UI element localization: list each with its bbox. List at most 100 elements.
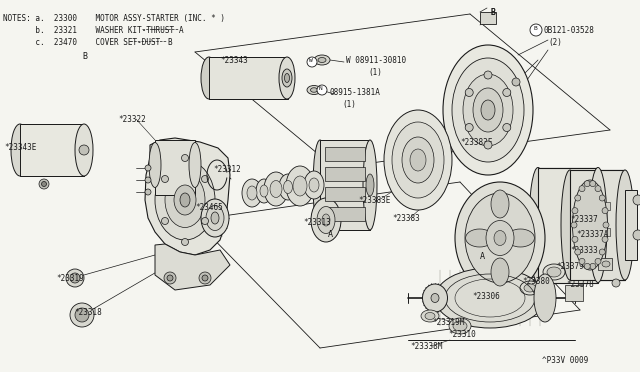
- Ellipse shape: [431, 294, 439, 302]
- Bar: [598, 258, 612, 270]
- Ellipse shape: [410, 149, 426, 171]
- Text: *23379: *23379: [556, 262, 584, 271]
- Text: *23337A: *23337A: [576, 230, 609, 239]
- Ellipse shape: [201, 57, 217, 99]
- Ellipse shape: [455, 182, 545, 294]
- Ellipse shape: [547, 267, 561, 277]
- Bar: [625, 190, 637, 260]
- Text: *23319M: *23319M: [432, 318, 465, 327]
- Bar: [480, 12, 496, 24]
- Text: (2): (2): [548, 38, 562, 47]
- Text: *23380: *23380: [522, 277, 550, 286]
- Bar: [20, 124, 84, 176]
- Text: *23383E: *23383E: [358, 196, 390, 205]
- Circle shape: [145, 177, 151, 183]
- Text: c.  23470    COVER SET-DUST: c. 23470 COVER SET-DUST: [3, 38, 160, 47]
- Ellipse shape: [270, 180, 282, 198]
- Circle shape: [530, 24, 542, 36]
- Ellipse shape: [307, 86, 321, 94]
- Text: *23313: *23313: [303, 218, 331, 227]
- Circle shape: [602, 208, 608, 214]
- Text: B: B: [167, 38, 172, 47]
- Text: *23333: *23333: [570, 246, 598, 255]
- Circle shape: [575, 195, 580, 201]
- Text: A: A: [480, 252, 485, 261]
- Text: *23338M: *23338M: [410, 342, 442, 351]
- Text: 0B121-03528: 0B121-03528: [544, 26, 595, 35]
- Text: *23383: *23383: [392, 214, 420, 223]
- Circle shape: [590, 263, 596, 269]
- Ellipse shape: [314, 55, 330, 65]
- Circle shape: [182, 154, 189, 161]
- Text: *23378: *23378: [566, 280, 594, 289]
- Circle shape: [603, 222, 609, 228]
- Ellipse shape: [75, 124, 93, 176]
- Ellipse shape: [206, 205, 224, 231]
- Text: A: A: [328, 230, 333, 239]
- Polygon shape: [145, 138, 230, 255]
- Circle shape: [465, 89, 473, 96]
- Ellipse shape: [174, 185, 196, 215]
- Text: B: B: [490, 8, 495, 17]
- Ellipse shape: [322, 214, 330, 226]
- Text: B: B: [82, 52, 87, 61]
- Circle shape: [599, 195, 605, 201]
- Text: A: A: [179, 26, 184, 35]
- Bar: [325, 207, 365, 221]
- Circle shape: [70, 303, 94, 327]
- Ellipse shape: [473, 88, 503, 132]
- Circle shape: [572, 208, 578, 214]
- Ellipse shape: [211, 212, 219, 224]
- Text: *23312: *23312: [213, 165, 241, 174]
- Text: B: B: [490, 8, 495, 17]
- Ellipse shape: [435, 268, 545, 328]
- Text: W: W: [309, 58, 313, 63]
- Ellipse shape: [310, 88, 317, 92]
- Circle shape: [39, 179, 49, 189]
- Text: *23465: *23465: [195, 203, 223, 212]
- Ellipse shape: [602, 261, 610, 267]
- Ellipse shape: [282, 69, 292, 87]
- Bar: [538, 168, 598, 283]
- Bar: [325, 167, 365, 181]
- Ellipse shape: [422, 284, 447, 312]
- Text: N: N: [319, 86, 323, 91]
- Text: *23310: *23310: [448, 330, 476, 339]
- Circle shape: [79, 145, 89, 155]
- Circle shape: [590, 181, 596, 187]
- Ellipse shape: [366, 174, 374, 196]
- Bar: [325, 147, 365, 161]
- Ellipse shape: [165, 173, 205, 228]
- Ellipse shape: [543, 264, 565, 280]
- Circle shape: [633, 230, 640, 240]
- Text: (1): (1): [368, 68, 382, 77]
- Ellipse shape: [284, 180, 292, 193]
- Text: *23343E: *23343E: [4, 143, 36, 152]
- Circle shape: [584, 181, 590, 187]
- Circle shape: [595, 186, 601, 192]
- Ellipse shape: [452, 58, 524, 162]
- Ellipse shape: [402, 137, 434, 183]
- Ellipse shape: [384, 110, 452, 210]
- Ellipse shape: [311, 198, 341, 242]
- Bar: [580, 248, 598, 258]
- Text: *23343: *23343: [220, 56, 248, 65]
- Text: b.  23321    WASHER KIT-THRUST: b. 23321 WASHER KIT-THRUST: [3, 26, 174, 35]
- Text: ^P33V 0009: ^P33V 0009: [542, 356, 588, 365]
- Circle shape: [202, 176, 209, 183]
- Circle shape: [503, 124, 511, 131]
- Bar: [320, 140, 370, 230]
- Circle shape: [164, 272, 176, 284]
- Bar: [580, 232, 598, 242]
- Ellipse shape: [481, 100, 495, 120]
- Ellipse shape: [425, 312, 435, 320]
- Ellipse shape: [491, 190, 509, 218]
- Text: 08915-1381A: 08915-1381A: [330, 88, 381, 97]
- Ellipse shape: [189, 142, 201, 187]
- Bar: [598, 202, 610, 210]
- Circle shape: [161, 218, 168, 224]
- Circle shape: [317, 85, 327, 95]
- Ellipse shape: [309, 178, 319, 192]
- Ellipse shape: [286, 166, 314, 206]
- Ellipse shape: [293, 176, 307, 196]
